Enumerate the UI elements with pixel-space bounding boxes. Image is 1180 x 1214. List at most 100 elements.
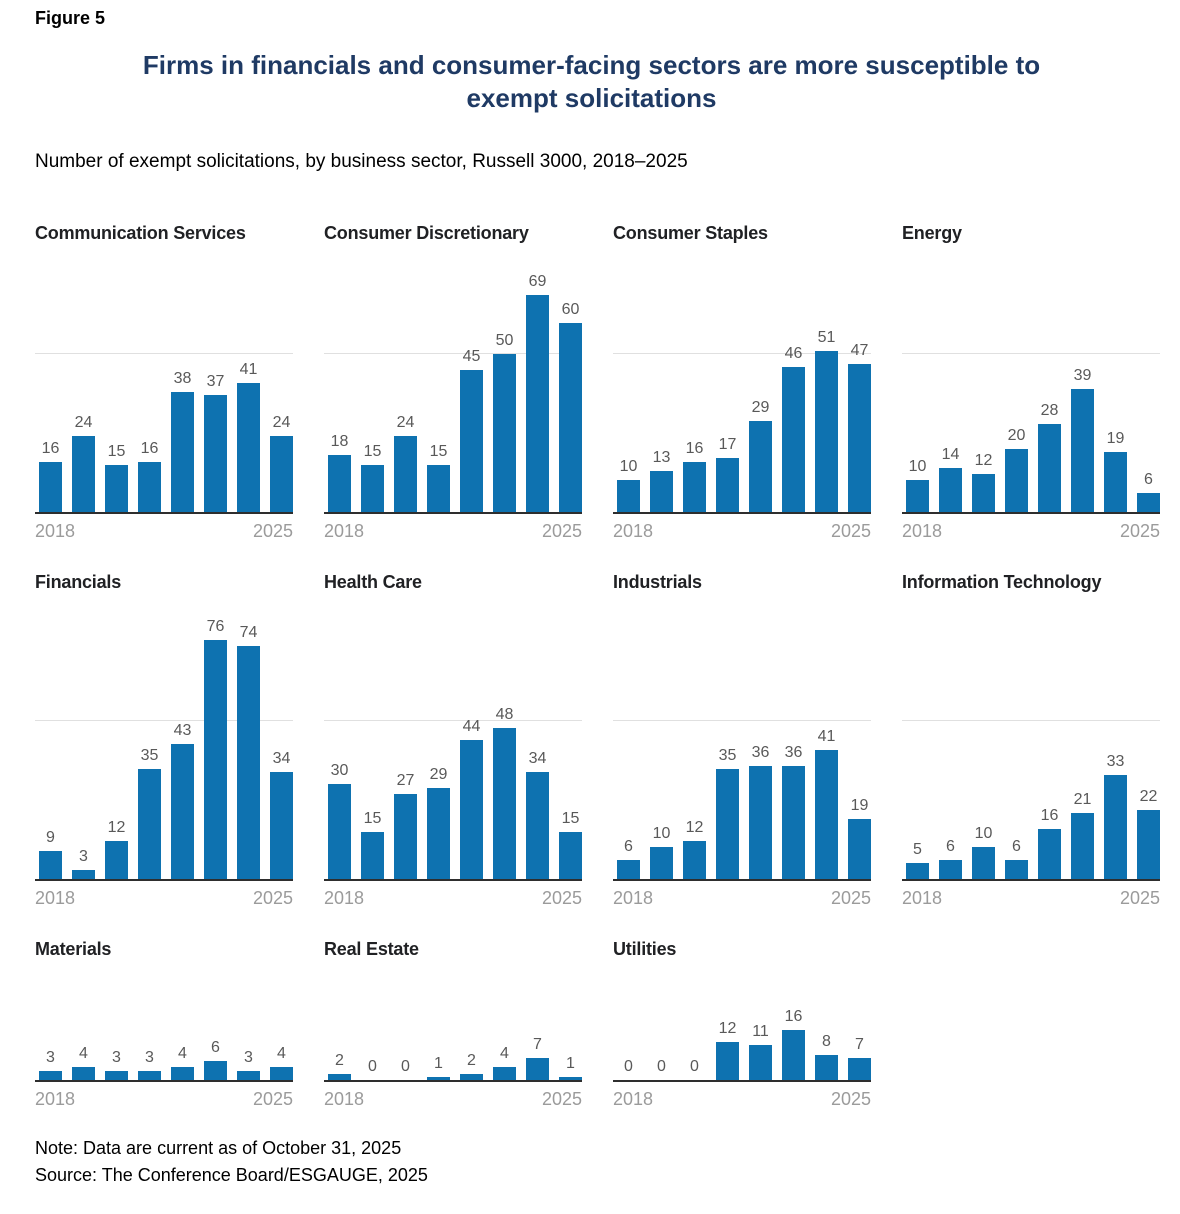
bar-value-label: 51: [817, 329, 836, 346]
bar-value-label: 1: [434, 1055, 443, 1072]
page-title-line1: Firms in financials and consumer-facing …: [142, 50, 1041, 80]
small-multiples-grid: Communication Services 16 24 15 16 38 37 41 24 20…: [35, 223, 1160, 1110]
bar-value-label: 39: [1073, 367, 1092, 384]
bar-2020: [394, 794, 417, 879]
x-axis-end-label: 2025: [541, 888, 582, 908]
bar-2022: [1038, 424, 1061, 512]
bar-value-label: 19: [1106, 430, 1125, 447]
x-axis-end-label: 2025: [1119, 888, 1160, 908]
x-axis-end-label: 2025: [541, 1089, 582, 1109]
bar-2020: [972, 847, 995, 879]
chart-row-1: Communication Services 16 24 15 16 38 37 41 24 20…: [35, 223, 1160, 542]
x-axis-start-label: 2018: [324, 1089, 365, 1109]
plot-area: 2 0 0 1 2 4 7 1: [324, 976, 582, 1082]
x-axis-labels: 2018 2025: [902, 888, 1160, 909]
bar-2018: [39, 851, 62, 879]
chart-title: Communication Services: [35, 223, 246, 243]
bar-2023: [782, 367, 805, 512]
plot-area: 30 15 27 29 44 48 34 15: [324, 609, 582, 881]
bar-value-label: 14: [941, 446, 960, 463]
bar-2024: [526, 1058, 549, 1080]
bar-value-label: 45: [462, 348, 481, 365]
x-axis-end-label: 2025: [252, 521, 293, 541]
bar-value-label: 0: [690, 1058, 699, 1075]
bar-2019: [72, 436, 95, 512]
bar-2021: [716, 769, 739, 879]
plot-area: 3 4 3 3 4 6 3 4: [35, 976, 293, 1082]
bar-2022: [749, 1045, 772, 1080]
bar-value-label: 7: [855, 1036, 864, 1053]
chart-title: Consumer Discretionary: [324, 223, 529, 243]
x-axis-end-label: 2025: [541, 521, 582, 541]
bar-value-label: 44: [462, 718, 481, 735]
bar-2023: [1071, 813, 1094, 879]
bar-value-label: 9: [46, 829, 55, 846]
bar-2022: [171, 1067, 194, 1080]
bar-value-label: 19: [850, 797, 869, 814]
gridline-50: [35, 353, 293, 354]
bar-value-label: 36: [751, 744, 770, 761]
x-axis-labels: 2018 2025: [324, 888, 582, 909]
x-axis-labels: 2018 2025: [324, 1089, 582, 1110]
chart-utilities: Utilities 0 0 0 12 11 16 8 7 2018 2025: [613, 939, 871, 1110]
bar-value-label: 7: [533, 1036, 542, 1053]
bar-value-label: 29: [751, 399, 770, 416]
bar-2021: [1005, 449, 1028, 512]
bar-2019: [650, 471, 673, 512]
bar-value-label: 60: [561, 301, 580, 318]
bar-2025: [559, 832, 582, 879]
gridline-50: [324, 720, 582, 721]
x-axis-start-label: 2018: [324, 888, 365, 908]
x-axis-labels: 2018 2025: [35, 1089, 293, 1110]
bar-value-label: 47: [850, 342, 869, 359]
x-axis-start-label: 2018: [35, 888, 76, 908]
bar-2023: [204, 395, 227, 512]
bar-2023: [493, 1067, 516, 1080]
bar-value-label: 16: [784, 1008, 803, 1025]
bar-2024: [237, 383, 260, 512]
bar-2024: [237, 1071, 260, 1080]
bar-value-label: 24: [272, 414, 291, 431]
bar-value-label: 10: [908, 458, 927, 475]
gridline-50: [35, 720, 293, 721]
bar-value-label: 6: [211, 1039, 220, 1056]
bar-2022: [460, 740, 483, 879]
bar-value-label: 2: [467, 1052, 476, 1069]
bar-2025: [848, 364, 871, 512]
bar-value-label: 11: [752, 1023, 769, 1040]
bar-value-label: 46: [784, 345, 803, 362]
x-axis-start-label: 2018: [902, 888, 943, 908]
x-axis-labels: 2018 2025: [35, 888, 293, 909]
gridline-50: [324, 353, 582, 354]
bar-2021: [716, 1042, 739, 1080]
bar-value-label: 24: [396, 414, 415, 431]
x-axis-labels: 2018 2025: [35, 521, 293, 542]
chart-title: Health Care: [324, 572, 422, 592]
bar-value-label: 41: [239, 361, 258, 378]
x-axis-start-label: 2018: [324, 521, 365, 541]
x-axis-end-label: 2025: [252, 888, 293, 908]
bar-2021: [427, 1077, 450, 1080]
bar-value-label: 13: [652, 449, 671, 466]
bar-value-label: 69: [528, 273, 547, 290]
bar-value-label: 12: [107, 819, 126, 836]
bar-2023: [493, 354, 516, 512]
bar-value-label: 3: [244, 1049, 253, 1066]
bar-2018: [328, 1074, 351, 1080]
bar-2022: [460, 370, 483, 512]
bar-value-label: 15: [107, 443, 126, 460]
bar-value-label: 20: [1007, 427, 1026, 444]
chart-health-care: Health Care 30 15 27 29 44 48 34 15 2018 2025: [324, 572, 582, 909]
bar-value-label: 16: [41, 440, 60, 457]
bar-value-label: 38: [173, 370, 192, 387]
bar-value-label: 43: [173, 722, 192, 739]
bar-2018: [617, 480, 640, 512]
bar-2022: [749, 766, 772, 879]
bar-value-label: 18: [330, 433, 349, 450]
bar-2020: [972, 474, 995, 512]
bar-2023: [1071, 389, 1094, 512]
bar-value-label: 16: [685, 440, 704, 457]
bar-2019: [72, 1067, 95, 1080]
chart-communication-services: Communication Services 16 24 15 16 38 37 41 24 20…: [35, 223, 293, 542]
